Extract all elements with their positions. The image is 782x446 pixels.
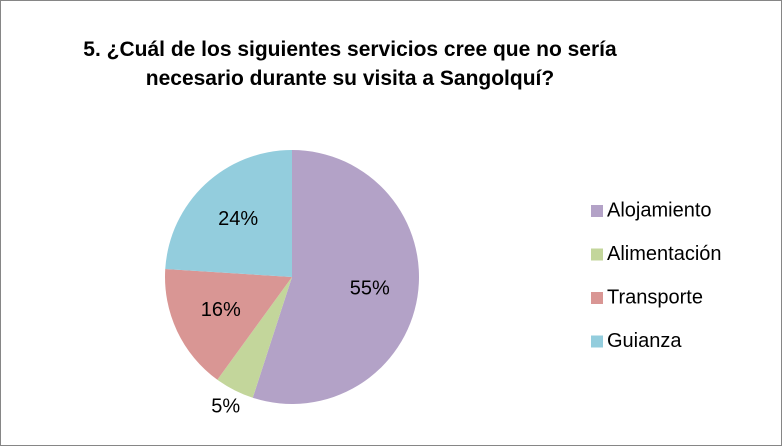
data-label: 55% [350, 278, 390, 300]
pie-slice [217, 277, 292, 398]
data-label: 16% [201, 299, 241, 321]
legend-label: Alojamiento [607, 199, 712, 221]
legend-label: Alimentación [607, 243, 722, 265]
legend-swatch [591, 205, 603, 217]
data-label: 5% [211, 395, 240, 417]
legend-label: Transporte [607, 286, 703, 308]
legend-swatch [591, 292, 603, 304]
pie-slice [165, 269, 292, 380]
legend-swatch [591, 335, 603, 348]
legend-swatch [591, 248, 603, 261]
legend-label: Guianza [607, 330, 682, 352]
data-label: 24% [218, 208, 258, 230]
pie-slice [252, 150, 419, 404]
chart-title: 5. ¿Cuál de los siguientes servicios cre… [83, 38, 617, 90]
pie-slice [165, 150, 292, 277]
